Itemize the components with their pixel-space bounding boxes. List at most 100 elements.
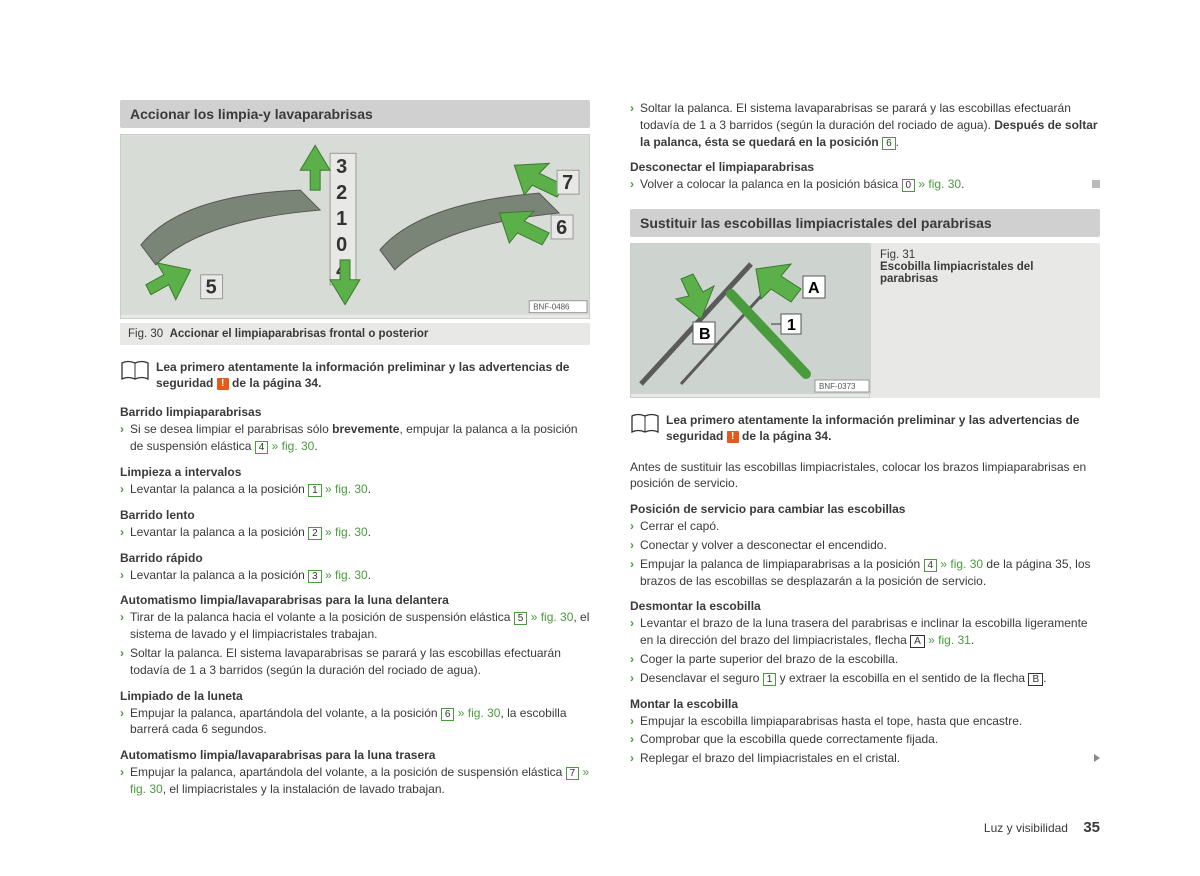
figure-31: A B 1 BNF-0373 Fig. 31 Escobilla limpiac…	[630, 243, 1100, 398]
fig-ref: » fig. 30	[322, 482, 368, 496]
ref-box: 6	[441, 708, 455, 721]
warning-icon: !	[217, 378, 229, 390]
bullet-item: › Desenclavar el seguro 1 y extraer la e…	[630, 670, 1100, 687]
subhead-montar: Montar la escobilla	[630, 697, 1100, 711]
left-column: Accionar los limpia-y lavaparabrisas 3 2…	[120, 100, 590, 800]
fig-ref: » fig. 30	[915, 177, 961, 191]
subhead-luneta: Limpiado de la luneta	[120, 689, 590, 703]
chevron-icon: ›	[120, 609, 124, 626]
fig-ref: » fig. 30	[527, 610, 573, 624]
book-icon	[630, 412, 660, 439]
chevron-icon: ›	[120, 524, 124, 541]
page-number: 35	[1083, 819, 1100, 836]
chevron-icon: ›	[630, 750, 634, 767]
chevron-icon: ›	[630, 537, 634, 554]
bullet-item: › Tirar de la palanca hacia el volante a…	[120, 609, 590, 643]
bullet-item: › Levantar la palanca a la posición 2 » …	[120, 524, 590, 541]
svg-text:A: A	[808, 280, 820, 297]
intro-note-left: Lea primero atentamente la información p…	[120, 359, 590, 391]
bullet-item: ›Empujar la escobilla limpiaparabrisas h…	[630, 713, 1100, 730]
subhead-intervalos: Limpieza a intervalos	[120, 465, 590, 479]
chevron-icon: ›	[120, 705, 124, 722]
svg-text:6: 6	[556, 217, 567, 239]
ref-box: 5	[514, 612, 528, 625]
figure-30-code: BNF-0486	[533, 303, 570, 312]
subhead-rapido: Barrido rápido	[120, 551, 590, 565]
bullet-item: ›Conectar y volver a desconectar el ence…	[630, 537, 1100, 554]
ref-box: 7	[566, 767, 580, 780]
chevron-icon: ›	[120, 645, 124, 662]
bullet-item: › Levantar el brazo de la luna trasera d…	[630, 615, 1100, 649]
chevron-icon: ›	[120, 764, 124, 781]
fig-ref: » fig. 30	[937, 557, 983, 571]
ref-box: 3	[308, 570, 322, 583]
chevron-icon: ›	[630, 713, 634, 730]
subhead-desconectar: Desconectar el limpiaparabrisas	[630, 160, 1100, 174]
ref-box: 6	[882, 137, 896, 150]
subhead-desmontar: Desmontar la escobilla	[630, 599, 1100, 613]
bullet-item: ›Replegar el brazo del limpiacristales e…	[630, 750, 1100, 767]
chevron-icon: ›	[120, 421, 124, 438]
subhead-auto-trasera: Automatismo limpia/lavaparabrisas para l…	[120, 748, 590, 762]
fig-ref: » fig. 30	[322, 525, 368, 539]
intro-note-right: Lea primero atentamente la información p…	[630, 412, 1100, 444]
chevron-icon: ›	[120, 481, 124, 498]
fig-ref: » fig. 30	[454, 706, 500, 720]
continue-icon	[1094, 754, 1100, 762]
bullet-item: › Volver a colocar la palanca en la posi…	[630, 176, 1100, 193]
ref-box: 4	[924, 559, 938, 572]
ref-box: A	[910, 635, 925, 648]
bullet-item: › Soltar la palanca. El sistema lavapara…	[630, 100, 1100, 150]
ref-box: 0	[902, 179, 916, 192]
subhead-auto-delantera: Automatismo limpia/lavaparabrisas para l…	[120, 593, 590, 607]
fig-ref: » fig. 30	[322, 568, 368, 582]
paragraph: Antes de sustituir las escobillas limpia…	[630, 459, 1100, 493]
chevron-icon: ›	[630, 176, 634, 193]
figure-30-caption: Fig. 30 Accionar el limpiaparabrisas fro…	[120, 323, 590, 345]
ref-box: B	[1028, 673, 1043, 686]
bullet-item: › Empujar la palanca de limpiaparabrisas…	[630, 556, 1100, 590]
bullet-item: › Levantar la palanca a la posición 1 » …	[120, 481, 590, 498]
page-footer: Luz y visibilidad 35	[984, 819, 1100, 836]
section-header-sustituir: Sustituir las escobillas limpiacristales…	[630, 209, 1100, 237]
intro-text-b: de la página 34.	[742, 429, 831, 443]
bullet-item: › Empujar la palanca, apartándola del vo…	[120, 705, 590, 739]
intro-text-b: de la página 34.	[232, 376, 321, 390]
right-column: › Soltar la palanca. El sistema lavapara…	[630, 100, 1100, 800]
subhead-posicion-servicio: Posición de servicio para cambiar las es…	[630, 502, 1100, 516]
book-icon	[120, 359, 150, 386]
svg-text:1: 1	[787, 317, 796, 334]
ref-box: 1	[308, 484, 322, 497]
svg-text:B: B	[699, 326, 711, 343]
ref-box: 1	[763, 673, 777, 686]
ref-box: 4	[255, 441, 269, 454]
svg-text:5: 5	[206, 277, 217, 299]
chevron-icon: ›	[630, 556, 634, 573]
warning-icon: !	[727, 431, 739, 443]
bullet-item: ›Coger la parte superior del brazo de la…	[630, 651, 1100, 668]
svg-text:1: 1	[336, 208, 347, 230]
bullet-item: ›Cerrar el capó.	[630, 518, 1100, 535]
chevron-icon: ›	[630, 670, 634, 687]
svg-text:2: 2	[336, 182, 347, 204]
chevron-icon: ›	[120, 567, 124, 584]
figure-31-num: Fig. 31	[880, 249, 1090, 261]
section-end-icon	[1092, 180, 1100, 188]
ref-box: 2	[308, 527, 322, 540]
svg-text:3: 3	[336, 156, 347, 178]
svg-text:0: 0	[336, 234, 347, 256]
chevron-icon: ›	[630, 518, 634, 535]
chevron-icon: ›	[630, 615, 634, 632]
subhead-barrido: Barrido limpiaparabrisas	[120, 405, 590, 419]
figure-31-text: Escobilla limpiacristales del parabrisas	[880, 261, 1033, 285]
svg-text:7: 7	[562, 172, 573, 194]
fig-ref: » fig. 30	[268, 439, 314, 453]
fig-ref: » fig. 31	[925, 633, 971, 647]
bullet-item: ›Comprobar que la escobilla quede correc…	[630, 731, 1100, 748]
svg-text:BNF-0373: BNF-0373	[819, 382, 856, 391]
chevron-icon: ›	[630, 100, 634, 117]
section-header-accionar: Accionar los limpia-y lavaparabrisas	[120, 100, 590, 128]
bullet-item: › Empujar la palanca, apartándola del vo…	[120, 764, 590, 798]
chevron-icon: ›	[630, 651, 634, 668]
subhead-lento: Barrido lento	[120, 508, 590, 522]
